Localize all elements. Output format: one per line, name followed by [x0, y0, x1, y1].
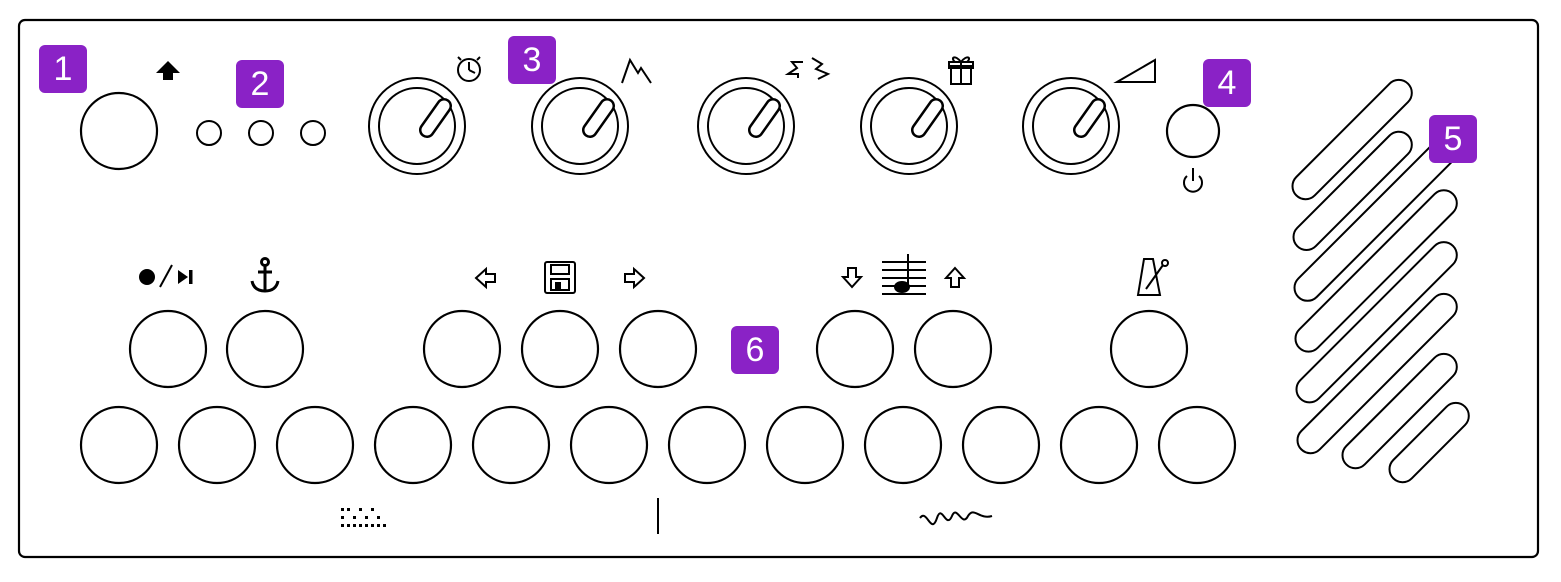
knob-clock[interactable] [368, 77, 466, 175]
key-button-11[interactable] [1059, 405, 1139, 485]
save-button[interactable] [520, 309, 600, 389]
record-play-icon [139, 264, 193, 288]
envelope-icon [621, 57, 652, 84]
key-button-7[interactable] [667, 405, 747, 485]
knob-fx[interactable] [697, 77, 795, 175]
power-icon [1183, 168, 1203, 193]
anchor-icon [250, 257, 280, 293]
squiggle-fx-icon [784, 57, 831, 80]
key-button-12[interactable] [1157, 405, 1237, 485]
callout-badge-2: 2 [236, 60, 284, 108]
right-arrow-icon [624, 266, 646, 290]
led-1 [196, 120, 222, 146]
knob-envelope[interactable] [531, 77, 629, 175]
key-button-1[interactable] [79, 405, 159, 485]
key-button-3[interactable] [275, 405, 355, 485]
key-button-9[interactable] [863, 405, 943, 485]
panel-outline [17, 18, 1540, 559]
callout-badge-4: 4 [1203, 59, 1251, 107]
octave-down-button[interactable] [815, 309, 895, 389]
shift-button[interactable] [79, 91, 159, 171]
anchor-button[interactable] [225, 309, 305, 389]
callout-badge-1: 1 [39, 45, 87, 93]
up-arrow-icon [156, 61, 180, 80]
key-button-2[interactable] [177, 405, 257, 485]
up-outline-arrow-icon [943, 266, 967, 288]
key-button-6[interactable] [569, 405, 649, 485]
knob-gift[interactable] [860, 77, 958, 175]
music-staff-icon [882, 254, 926, 295]
octave-up-button[interactable] [913, 309, 993, 389]
left-button[interactable] [422, 309, 502, 389]
led-2 [248, 120, 274, 146]
knob-volume[interactable] [1022, 77, 1120, 175]
wave-icon [919, 511, 993, 526]
key-button-8[interactable] [765, 405, 845, 485]
callout-badge-5: 5 [1429, 115, 1477, 163]
power-button[interactable] [1165, 103, 1221, 159]
dot-grid-icon [341, 508, 386, 527]
clock-icon [457, 56, 481, 82]
key-buttons [79, 405, 1237, 485]
callout-badge-6: 6 [731, 326, 779, 374]
right-button[interactable] [618, 309, 698, 389]
key-button-4[interactable] [373, 405, 453, 485]
floppy-disk-icon [544, 261, 576, 294]
metronome-icon [1136, 258, 1169, 296]
down-arrow-icon [840, 267, 864, 289]
gift-icon [948, 56, 974, 85]
key-button-10[interactable] [961, 405, 1041, 485]
callout-badge-3: 3 [508, 36, 556, 84]
metronome-button[interactable] [1109, 309, 1189, 389]
record-play-button[interactable] [128, 309, 208, 389]
led-3 [300, 120, 326, 146]
volume-wedge-icon [1113, 58, 1156, 83]
key-button-5[interactable] [471, 405, 551, 485]
left-arrow-icon [474, 266, 496, 290]
